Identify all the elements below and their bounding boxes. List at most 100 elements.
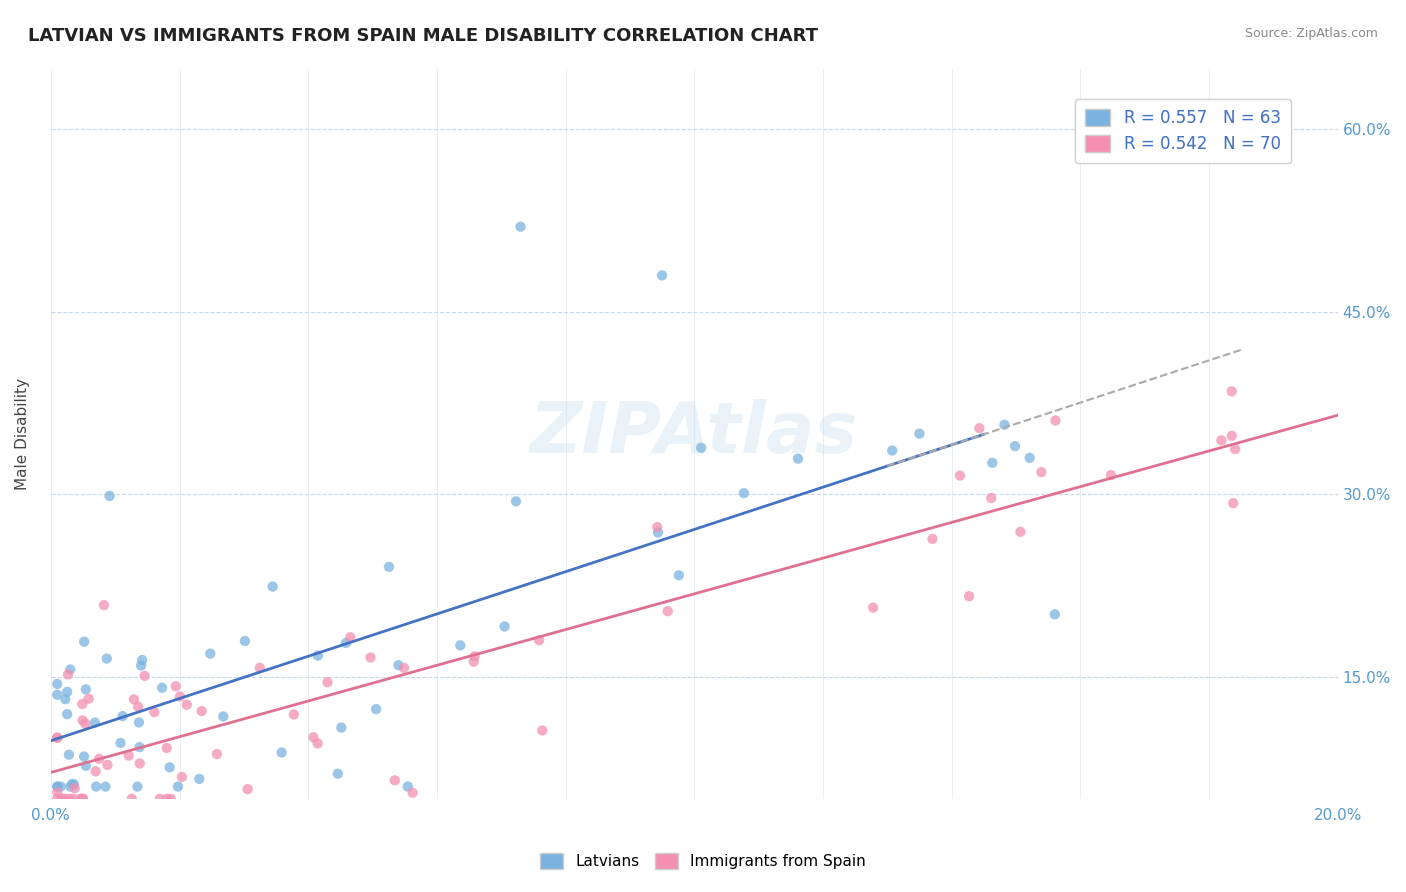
Point bbox=[46, 731, 69, 745]
Legend: Latvians, Immigrants from Spain: Latvians, Immigrants from Spain bbox=[534, 847, 872, 875]
Point bbox=[128, 740, 150, 755]
Point bbox=[72, 697, 94, 711]
Point bbox=[993, 417, 1015, 432]
Point bbox=[94, 780, 117, 794]
Point bbox=[921, 532, 943, 546]
Point bbox=[75, 716, 97, 731]
Point bbox=[969, 421, 991, 435]
Point bbox=[59, 663, 82, 677]
Point bbox=[134, 669, 156, 683]
Point bbox=[176, 698, 198, 712]
Point bbox=[509, 219, 531, 234]
Point bbox=[1045, 413, 1067, 427]
Point bbox=[1018, 450, 1040, 465]
Point bbox=[1031, 465, 1053, 479]
Point bbox=[957, 589, 980, 603]
Point bbox=[56, 707, 79, 722]
Point bbox=[205, 747, 228, 761]
Point bbox=[62, 791, 84, 805]
Point bbox=[60, 777, 83, 791]
Point bbox=[949, 468, 972, 483]
Point bbox=[657, 604, 679, 618]
Point bbox=[58, 791, 80, 805]
Point bbox=[233, 634, 256, 648]
Point bbox=[59, 780, 82, 794]
Point bbox=[46, 677, 69, 691]
Point bbox=[169, 690, 191, 704]
Point bbox=[72, 791, 94, 805]
Point bbox=[127, 780, 149, 794]
Point bbox=[366, 702, 388, 716]
Point bbox=[77, 691, 100, 706]
Point bbox=[73, 634, 96, 648]
Point bbox=[56, 685, 79, 699]
Point bbox=[449, 639, 471, 653]
Point bbox=[1220, 429, 1243, 443]
Point bbox=[392, 661, 415, 675]
Point bbox=[464, 649, 486, 664]
Point bbox=[72, 714, 94, 728]
Point bbox=[121, 791, 143, 805]
Point bbox=[690, 441, 713, 455]
Point bbox=[396, 780, 419, 794]
Point bbox=[63, 781, 86, 796]
Point bbox=[75, 682, 97, 697]
Point bbox=[58, 747, 80, 762]
Point bbox=[1211, 434, 1233, 448]
Point bbox=[53, 791, 76, 805]
Point bbox=[307, 736, 329, 750]
Point bbox=[143, 705, 166, 719]
Point bbox=[1010, 524, 1032, 539]
Point bbox=[84, 764, 107, 779]
Point bbox=[159, 760, 181, 774]
Point bbox=[46, 731, 69, 745]
Point bbox=[127, 699, 149, 714]
Point bbox=[330, 721, 353, 735]
Point bbox=[401, 786, 423, 800]
Point bbox=[270, 746, 292, 760]
Point bbox=[1222, 496, 1244, 510]
Point bbox=[531, 723, 554, 738]
Point bbox=[49, 780, 72, 794]
Point bbox=[96, 758, 118, 772]
Point bbox=[98, 489, 121, 503]
Point bbox=[110, 736, 132, 750]
Point bbox=[83, 715, 105, 730]
Point bbox=[494, 619, 516, 633]
Point bbox=[236, 782, 259, 797]
Point bbox=[326, 766, 349, 780]
Point bbox=[505, 494, 527, 508]
Point bbox=[73, 749, 96, 764]
Point bbox=[89, 752, 111, 766]
Point bbox=[46, 780, 69, 794]
Point bbox=[165, 679, 187, 693]
Point bbox=[387, 658, 409, 673]
Point bbox=[787, 451, 810, 466]
Point bbox=[51, 791, 73, 805]
Point bbox=[129, 658, 152, 673]
Point bbox=[378, 559, 401, 574]
Point bbox=[645, 520, 668, 534]
Point bbox=[72, 791, 94, 805]
Point bbox=[212, 709, 235, 723]
Point bbox=[527, 633, 550, 648]
Point bbox=[131, 653, 153, 667]
Point bbox=[128, 715, 150, 730]
Point bbox=[1223, 442, 1246, 456]
Point bbox=[384, 773, 406, 788]
Point bbox=[262, 580, 284, 594]
Point bbox=[149, 791, 172, 805]
Point bbox=[46, 785, 69, 799]
Point bbox=[339, 630, 361, 644]
Point bbox=[980, 491, 1002, 505]
Y-axis label: Male Disability: Male Disability bbox=[15, 377, 30, 490]
Point bbox=[882, 443, 904, 458]
Point bbox=[733, 486, 755, 500]
Point bbox=[1220, 384, 1243, 399]
Point bbox=[360, 650, 382, 665]
Point bbox=[167, 780, 190, 794]
Text: ZIPAtlas: ZIPAtlas bbox=[530, 399, 859, 468]
Point bbox=[150, 681, 173, 695]
Point bbox=[668, 568, 690, 582]
Point bbox=[111, 709, 134, 723]
